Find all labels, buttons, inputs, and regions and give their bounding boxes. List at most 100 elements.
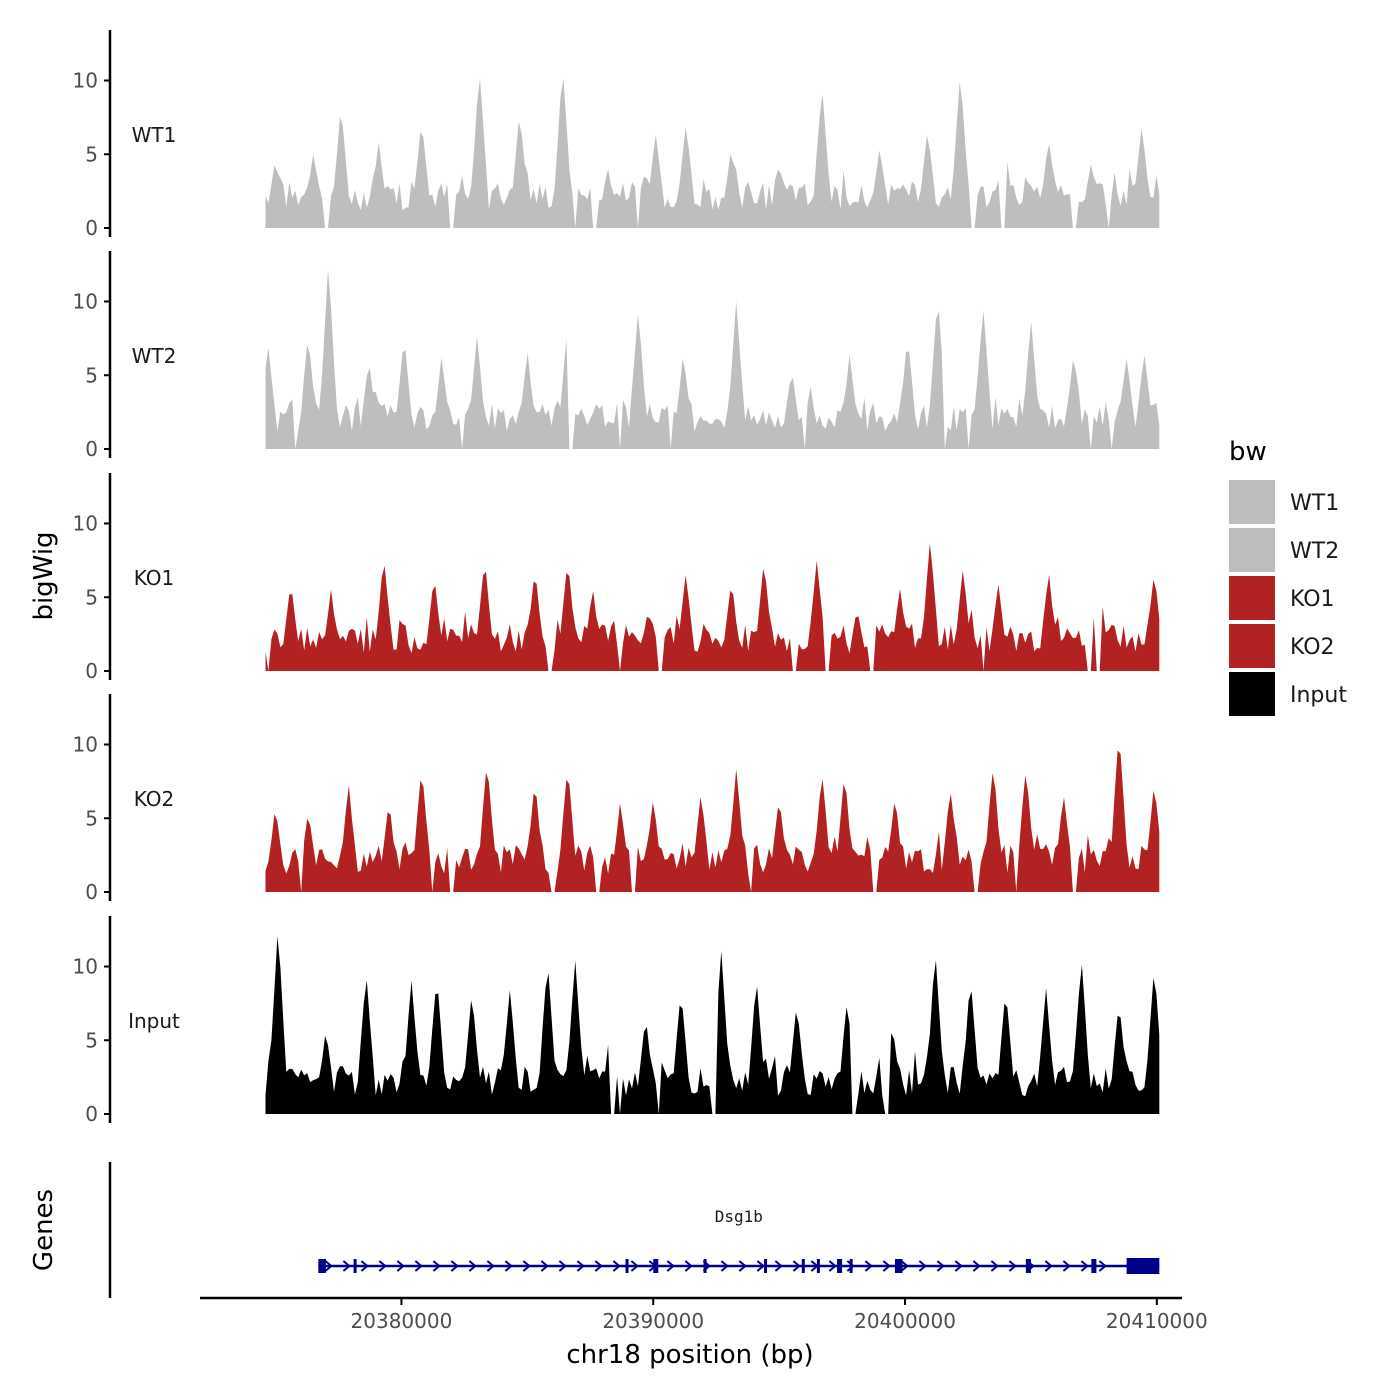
- strand-arrow: [828, 1260, 837, 1272]
- area-wt2: [265, 269, 1160, 449]
- strand-arrow: [666, 1260, 675, 1272]
- gene-name-label: Dsg1b: [715, 1207, 763, 1226]
- strand-arrow: [396, 1260, 405, 1272]
- strand-arrow: [756, 1260, 765, 1272]
- strand-arrow: [486, 1260, 495, 1272]
- y-tick-label-ko2-10: 10: [73, 733, 98, 757]
- strand-arrow: [846, 1260, 855, 1272]
- x-tick-label-20390000: 20390000: [602, 1309, 704, 1333]
- strand-arrow: [936, 1260, 945, 1272]
- strand-arrow: [900, 1260, 909, 1272]
- strand-arrow: [1080, 1260, 1089, 1272]
- strand-arrow: [792, 1260, 801, 1272]
- track-wt1: 0 5 10 WT1: [73, 30, 1160, 240]
- strand-arrow: [774, 1260, 783, 1272]
- y-tick-label-input-10: 10: [73, 955, 98, 979]
- x-axis-title: chr18 position (bp): [566, 1340, 813, 1370]
- y-axis-title: bigWig: [29, 531, 59, 620]
- x-tick-label-20410000: 20410000: [1106, 1309, 1208, 1333]
- exon-10: [849, 1259, 853, 1273]
- legend-label-ko2: KO2: [1290, 635, 1335, 660]
- y-tick-label-wt1-10: 10: [73, 69, 98, 93]
- strand-arrow: [684, 1260, 693, 1272]
- strand-arrow: [882, 1260, 891, 1272]
- legend-swatch-ko2: [1229, 624, 1275, 668]
- track-ko1: 0 5 10 KO1: [73, 473, 1160, 683]
- y-tick-label-wt1-0: 0: [85, 216, 98, 240]
- strand-arrow: [342, 1260, 351, 1272]
- strand-arrow: [522, 1260, 531, 1272]
- area-ko1: [265, 543, 1160, 671]
- x-tick-label-20400000: 20400000: [854, 1309, 956, 1333]
- track-wt2: 0 5 10 WT2: [73, 251, 1160, 461]
- signal-tracks: 0 5 10 WT1 0 5 10 WT2 0 5 10 KO1 0 5 10 KO2 0 5 10 Input: [73, 30, 1160, 1126]
- gene-model: [318, 1258, 1160, 1274]
- y-tick-label-wt2-5: 5: [85, 363, 98, 387]
- legend-label-input: Input: [1290, 683, 1347, 708]
- exon-11: [894, 1259, 903, 1273]
- strand-arrow: [468, 1260, 477, 1272]
- y-tick-label-ko1-0: 0: [85, 659, 98, 683]
- strand-arrow: [630, 1260, 639, 1272]
- legend-swatch-wt2: [1229, 528, 1275, 572]
- legend: bw WT1 WT2 KO1 KO2 Input: [1229, 437, 1347, 716]
- strand-arrow: [576, 1260, 585, 1272]
- strand-arrow: [954, 1260, 963, 1272]
- exon-3: [625, 1259, 629, 1273]
- exon-6: [764, 1259, 768, 1273]
- exon-13: [1091, 1259, 1097, 1273]
- strand-arrow: [1044, 1260, 1053, 1272]
- strand-arrow: [1062, 1260, 1071, 1272]
- y-tick-label-input-0: 0: [85, 1102, 98, 1126]
- y-tick-label-wt1-5: 5: [85, 142, 98, 166]
- strand-arrow: [972, 1260, 981, 1272]
- strand-arrow: [414, 1260, 423, 1272]
- area-input: [265, 936, 1160, 1114]
- exon-9: [837, 1259, 843, 1273]
- exon-2: [353, 1259, 357, 1273]
- exon-1: [318, 1259, 326, 1273]
- genes-track-label: Genes: [29, 1189, 59, 1271]
- y-tick-label-ko2-0: 0: [85, 880, 98, 904]
- legend-swatch-input: [1229, 672, 1275, 716]
- y-tick-label-ko1-10: 10: [73, 512, 98, 536]
- genes-track: Genes Dsg1b: [29, 1162, 1160, 1298]
- x-axis: 20380000 20390000 20400000 20410000 chr18 p…: [200, 1296, 1208, 1370]
- track-ko2: 0 5 10 KO2: [73, 694, 1160, 904]
- legend-title: bw: [1229, 437, 1267, 467]
- legend-label-ko1: KO1: [1290, 587, 1335, 612]
- exon-8: [816, 1259, 820, 1273]
- strand-arrow: [1098, 1260, 1107, 1272]
- exon-4: [653, 1259, 659, 1273]
- y-tick-label-input-5: 5: [85, 1028, 98, 1052]
- track-input: 0 5 10 Input: [73, 916, 1160, 1126]
- strand-arrow: [594, 1260, 603, 1272]
- area-wt1: [265, 78, 1160, 228]
- track-label-wt2: WT2: [132, 344, 177, 368]
- area-ko2: [265, 750, 1160, 892]
- strand-arrow: [720, 1260, 729, 1272]
- y-tick-label-wt2-10: 10: [73, 290, 98, 314]
- strand-arrow: [450, 1260, 459, 1272]
- y-tick-label-ko1-5: 5: [85, 585, 98, 609]
- exon-12: [1025, 1259, 1031, 1273]
- legend-label-wt2: WT2: [1290, 539, 1339, 564]
- exon-14: [1126, 1258, 1160, 1274]
- strand-arrow: [738, 1260, 747, 1272]
- strand-arrow: [540, 1260, 549, 1272]
- y-tick-label-wt2-0: 0: [85, 437, 98, 461]
- strand-arrow: [558, 1260, 567, 1272]
- strand-arrow: [864, 1260, 873, 1272]
- track-label-ko2: KO2: [134, 787, 175, 811]
- strand-arrow: [324, 1260, 333, 1272]
- exon-5: [703, 1259, 707, 1273]
- strand-arrow: [378, 1260, 387, 1272]
- legend-swatch-wt1: [1229, 480, 1275, 524]
- strand-arrow: [504, 1260, 513, 1272]
- x-tick-label-20380000: 20380000: [351, 1309, 453, 1333]
- y-tick-label-ko2-5: 5: [85, 806, 98, 830]
- track-label-wt1: WT1: [132, 123, 177, 147]
- strand-arrow: [612, 1260, 621, 1272]
- strand-arrow: [360, 1260, 369, 1272]
